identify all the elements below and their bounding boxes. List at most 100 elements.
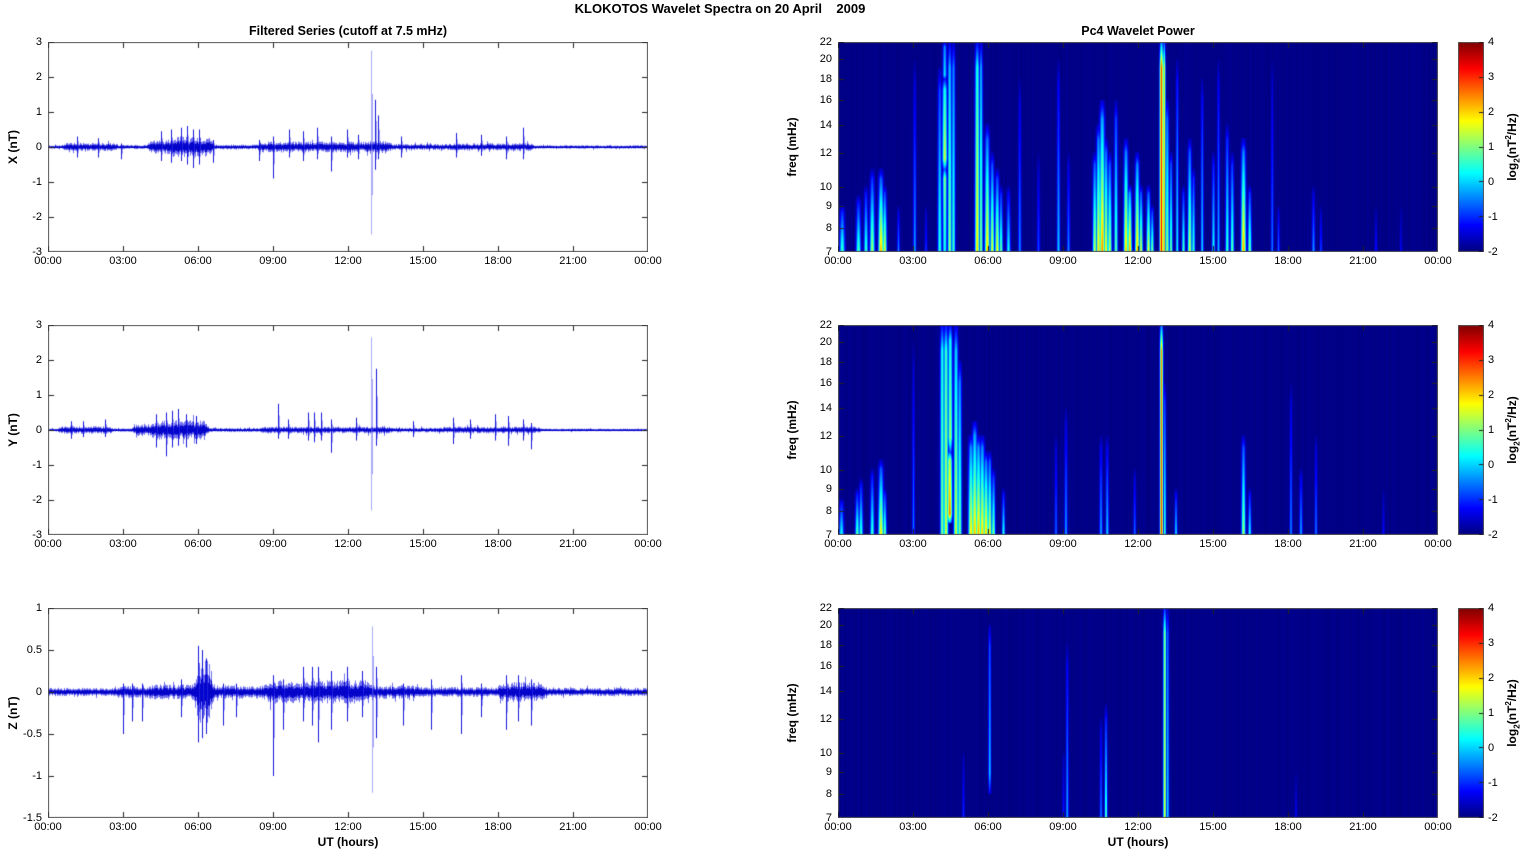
x-tick-label: 06:00: [184, 821, 212, 833]
x-tick-label: 21:00: [559, 538, 587, 550]
colorbar-tick-label: 0: [1488, 459, 1495, 471]
x-tick-label: 15:00: [409, 821, 437, 833]
colorbar-x: [1458, 42, 1484, 252]
x-series-plot: [48, 42, 648, 252]
x-tick-label: 15:00: [1199, 821, 1227, 833]
x-tick-label: 12:00: [1124, 821, 1152, 833]
x-tick-label: 00:00: [34, 538, 62, 550]
z-series-plot: [48, 608, 648, 818]
x-tick-label: 09:00: [259, 255, 287, 267]
y-tick-label: 0: [35, 686, 42, 698]
x-tick-label: 03:00: [109, 821, 137, 833]
x-tick-label: 00:00: [1424, 538, 1452, 550]
y-tick-label: 12: [819, 430, 832, 443]
y-tick-label: 22: [819, 602, 832, 614]
x-tick-label: 15:00: [1199, 538, 1227, 550]
x-wavelet-spectrogram: [838, 42, 1438, 252]
y-tick-label: -1: [32, 459, 42, 471]
y-tick-label: -1: [32, 770, 42, 782]
x-tick-label: 21:00: [1349, 821, 1377, 833]
colorbar-tick-label: -2: [1488, 246, 1498, 258]
y-tick-label: 1: [35, 106, 42, 118]
y-tick-label: 1: [35, 389, 42, 401]
y-series-plot: [48, 325, 648, 535]
x-tick-label: 09:00: [1049, 255, 1077, 267]
y-tick-label: 0.5: [26, 644, 42, 656]
y-tick-label: 16: [819, 94, 832, 107]
colorbar-tick-label: -1: [1488, 494, 1498, 506]
x-tick-label: 12:00: [334, 255, 362, 267]
y-tick-label: 12: [819, 147, 832, 160]
y-tick-label: 9: [825, 482, 832, 495]
x-tick-label: 06:00: [974, 538, 1002, 550]
y-tick-label: -1.5: [23, 812, 42, 824]
y-tick-label: 7: [825, 812, 832, 824]
y-tick-label: 9: [825, 765, 832, 778]
x-tick-label: 12:00: [334, 538, 362, 550]
colorbar-tick-label: 4: [1488, 602, 1495, 614]
x-tick-label: 18:00: [1274, 821, 1302, 833]
ylabel-z-series: Z (nT): [6, 696, 20, 730]
x-tick-label: 03:00: [109, 255, 137, 267]
colorbar-tick-label: -2: [1488, 529, 1498, 541]
x-tick-label: 00:00: [634, 821, 662, 833]
colorbar-tick-label: 1: [1488, 707, 1495, 719]
x-tick-label: 03:00: [899, 255, 927, 267]
colorbar-y: [1458, 325, 1484, 535]
x-tick-label: 00:00: [824, 821, 852, 833]
x-tick-label: 21:00: [1349, 255, 1377, 267]
y-tick-label: 8: [825, 787, 832, 800]
y-tick-label: -3: [32, 529, 42, 541]
x-tick-label: 15:00: [1199, 255, 1227, 267]
x-tick-label: 18:00: [1274, 255, 1302, 267]
colorbar-tick-label: 4: [1488, 319, 1495, 331]
colorbar-tick-label: -2: [1488, 812, 1498, 824]
x-tick-label: 03:00: [899, 538, 927, 550]
x-tick-label: 06:00: [974, 821, 1002, 833]
x-tick-label: 00:00: [824, 538, 852, 550]
y-wavelet-spectrogram: [838, 325, 1438, 535]
x-tick-label: 09:00: [1049, 821, 1077, 833]
y-tick-label: 7: [825, 529, 832, 541]
x-tick-label: 18:00: [484, 255, 512, 267]
colorbar-tick-label: 3: [1488, 637, 1495, 649]
y-tick-label: 0: [35, 141, 42, 153]
colorbar-z: [1458, 608, 1484, 818]
y-tick-label: -2: [32, 211, 42, 223]
x-tick-label: 12:00: [1124, 538, 1152, 550]
y-tick-label: 20: [819, 336, 832, 349]
series-column-title: Filtered Series (cutoff at 7.5 mHz): [249, 24, 447, 38]
wavelet-column-title: Pc4 Wavelet Power: [1081, 24, 1195, 38]
colorbar-tick-label: 2: [1488, 389, 1495, 401]
x-tick-label: 00:00: [1424, 255, 1452, 267]
x-tick-label: 12:00: [1124, 255, 1152, 267]
colorbar-tick-label: 0: [1488, 176, 1495, 188]
x-tick-label: 09:00: [1049, 538, 1077, 550]
colorbar-tick-label: 1: [1488, 141, 1495, 153]
y-tick-label: 3: [35, 319, 42, 331]
x-tick-label: 15:00: [409, 255, 437, 267]
x-tick-label: 06:00: [974, 255, 1002, 267]
xlabel-wavelet: UT (hours): [1107, 835, 1169, 849]
y-tick-label: 12: [819, 713, 832, 726]
y-tick-label: -1: [32, 176, 42, 188]
x-tick-label: 03:00: [899, 821, 927, 833]
y-tick-label: 18: [819, 638, 832, 651]
x-tick-label: 00:00: [824, 255, 852, 267]
x-tick-label: 21:00: [559, 821, 587, 833]
x-tick-label: 18:00: [1274, 538, 1302, 550]
x-tick-label: 00:00: [634, 255, 662, 267]
x-tick-label: 12:00: [334, 821, 362, 833]
colorbar-tick-label: 0: [1488, 742, 1495, 754]
x-tick-label: 00:00: [34, 821, 62, 833]
x-tick-label: 09:00: [259, 538, 287, 550]
y-tick-label: 10: [819, 746, 832, 759]
x-tick-label: 00:00: [1424, 821, 1452, 833]
y-tick-label: 14: [819, 684, 832, 697]
y-tick-label: 2: [35, 71, 42, 83]
x-tick-label: 03:00: [109, 538, 137, 550]
colorbar-tick-label: 2: [1488, 106, 1495, 118]
y-tick-label: 8: [825, 504, 832, 517]
y-tick-label: -0.5: [23, 728, 42, 740]
